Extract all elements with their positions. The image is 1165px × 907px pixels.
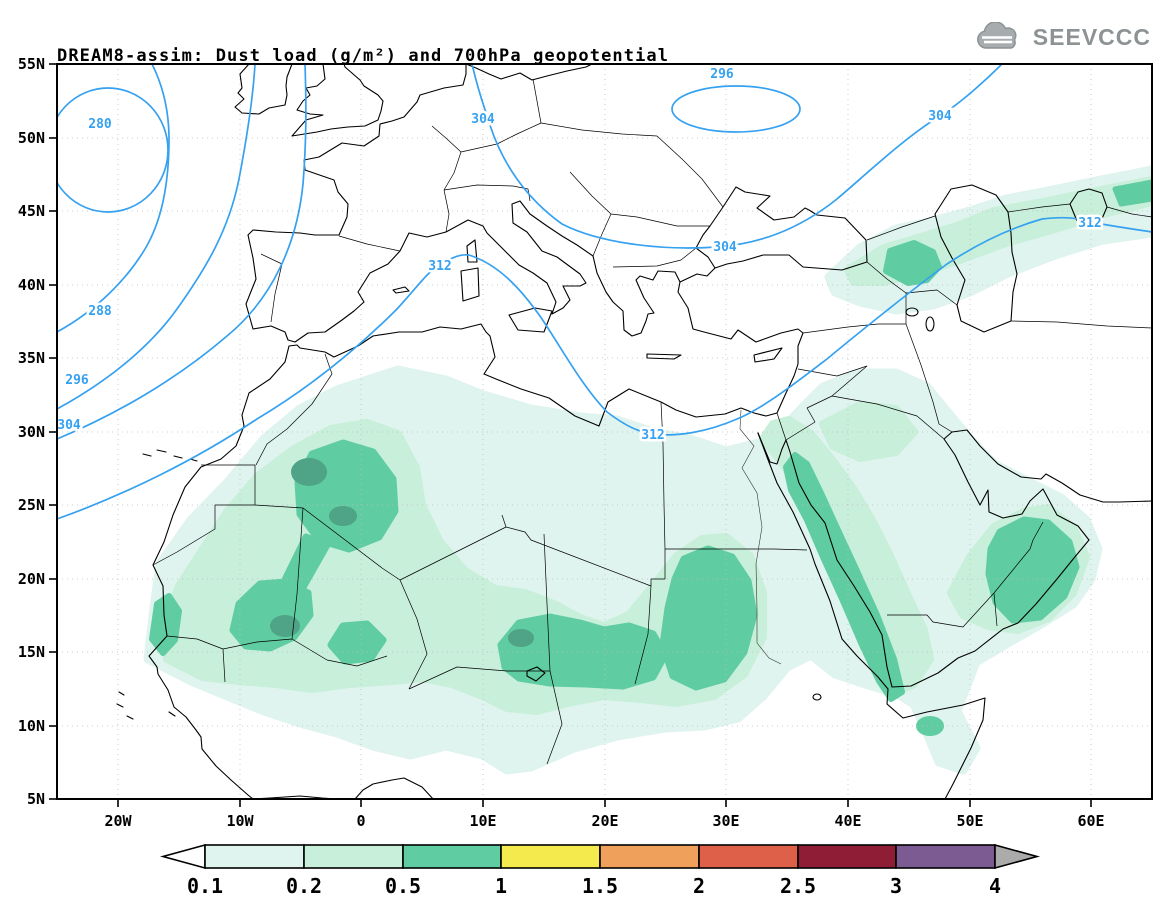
lat-tick-label: 30N <box>18 423 45 441</box>
logo-text: SEEVCCC <box>1032 23 1151 50</box>
lat-tick-label: 20N <box>18 570 45 588</box>
lat-tick-label: 45N <box>18 202 45 220</box>
cloud-icon <box>976 22 1017 49</box>
legend-arrow-left <box>159 843 206 870</box>
legend-tick-label: 4 <box>989 874 1001 898</box>
lon-tick-label: 20W <box>104 812 132 830</box>
lon-tick-label: 40E <box>834 812 861 830</box>
legend-tick-label: 1.5 <box>582 874 618 898</box>
legend-swatch <box>797 844 897 869</box>
lat-tick-label: 55N <box>18 58 45 73</box>
lon-tick-label: 10W <box>226 812 254 830</box>
contour-label: 304 <box>57 418 81 433</box>
legend-tick-label: 1 <box>495 874 507 898</box>
legend-tick-label: 0.2 <box>286 874 322 898</box>
legend-tick-label: 2 <box>693 874 705 898</box>
lat-tick-label: 35N <box>18 349 45 367</box>
legend-swatch <box>303 844 404 869</box>
lat-tick-label: 40N <box>18 276 45 294</box>
legend-swatch <box>402 844 502 869</box>
lon-tick-label: 60E <box>1077 812 1104 830</box>
lat-tick-label: 50N <box>18 129 45 147</box>
legend-tick-label: 3 <box>890 874 902 898</box>
contour-label: 304 <box>713 240 737 255</box>
map-plot: 280 288 296 304 296 304 304 304 312 312 … <box>18 58 1153 830</box>
legend-tick-label: 0.5 <box>385 874 421 898</box>
lon-axis-labels: 20W 10W 0 10E 20E 30E 40E 50E 60E <box>104 812 1104 830</box>
contour-label: 312 <box>1078 216 1101 231</box>
contour-label: 288 <box>88 304 112 319</box>
chart-title: DREAM8-assim: Dust load (g/m²) and 700hP… <box>57 46 670 66</box>
lon-tick-label: 30E <box>712 812 739 830</box>
legend-labels: 0.1 0.2 0.5 1 1.5 2 2.5 3 4 <box>187 874 1001 898</box>
geopotential-contour-labels: 280 288 296 304 296 304 304 304 312 312 … <box>57 65 1104 446</box>
contour-label: 312 <box>641 428 664 443</box>
legend-swatch <box>895 844 996 869</box>
contour-label: 296 <box>65 373 89 388</box>
legend-swatch <box>698 844 799 869</box>
lat-tick-label: 10N <box>18 717 45 735</box>
seevccc-logo: SEEVCCC <box>974 22 1151 52</box>
axis-ticks <box>49 63 1092 807</box>
contour-label: 304 <box>928 109 952 124</box>
lat-axis-labels: 55N 50N 45N 40N 35N 30N 25N 20N 15N 10N … <box>18 58 45 808</box>
legend-tick-label: 0.1 <box>187 874 223 898</box>
geopotential-contours <box>57 64 1152 520</box>
contour-label: 312 <box>428 259 451 274</box>
contour-label: 296 <box>710 67 734 82</box>
country-borders <box>152 78 1152 765</box>
lon-tick-label: 10E <box>469 812 496 830</box>
lat-tick-label: 15N <box>18 643 45 661</box>
dust-shading-0.5 <box>149 179 1152 736</box>
lon-tick-label: 50E <box>956 812 983 830</box>
lon-tick-label: 0 <box>356 812 365 830</box>
legend-swatch <box>500 844 601 869</box>
legend-arrow-right <box>994 843 1041 870</box>
lon-tick-label: 20E <box>591 812 618 830</box>
rivers <box>739 409 782 665</box>
legend-swatch <box>204 844 305 869</box>
lat-tick-label: 5N <box>27 790 45 808</box>
legend-tick-label: 2.5 <box>780 874 816 898</box>
contour-label: 304 <box>471 112 495 127</box>
lat-tick-label: 25N <box>18 496 45 514</box>
contour-label: 280 <box>88 117 112 132</box>
legend-swatch <box>599 844 700 869</box>
color-scale-legend: 0.1 0.2 0.5 1 1.5 2 2.5 3 4 <box>159 843 1041 898</box>
